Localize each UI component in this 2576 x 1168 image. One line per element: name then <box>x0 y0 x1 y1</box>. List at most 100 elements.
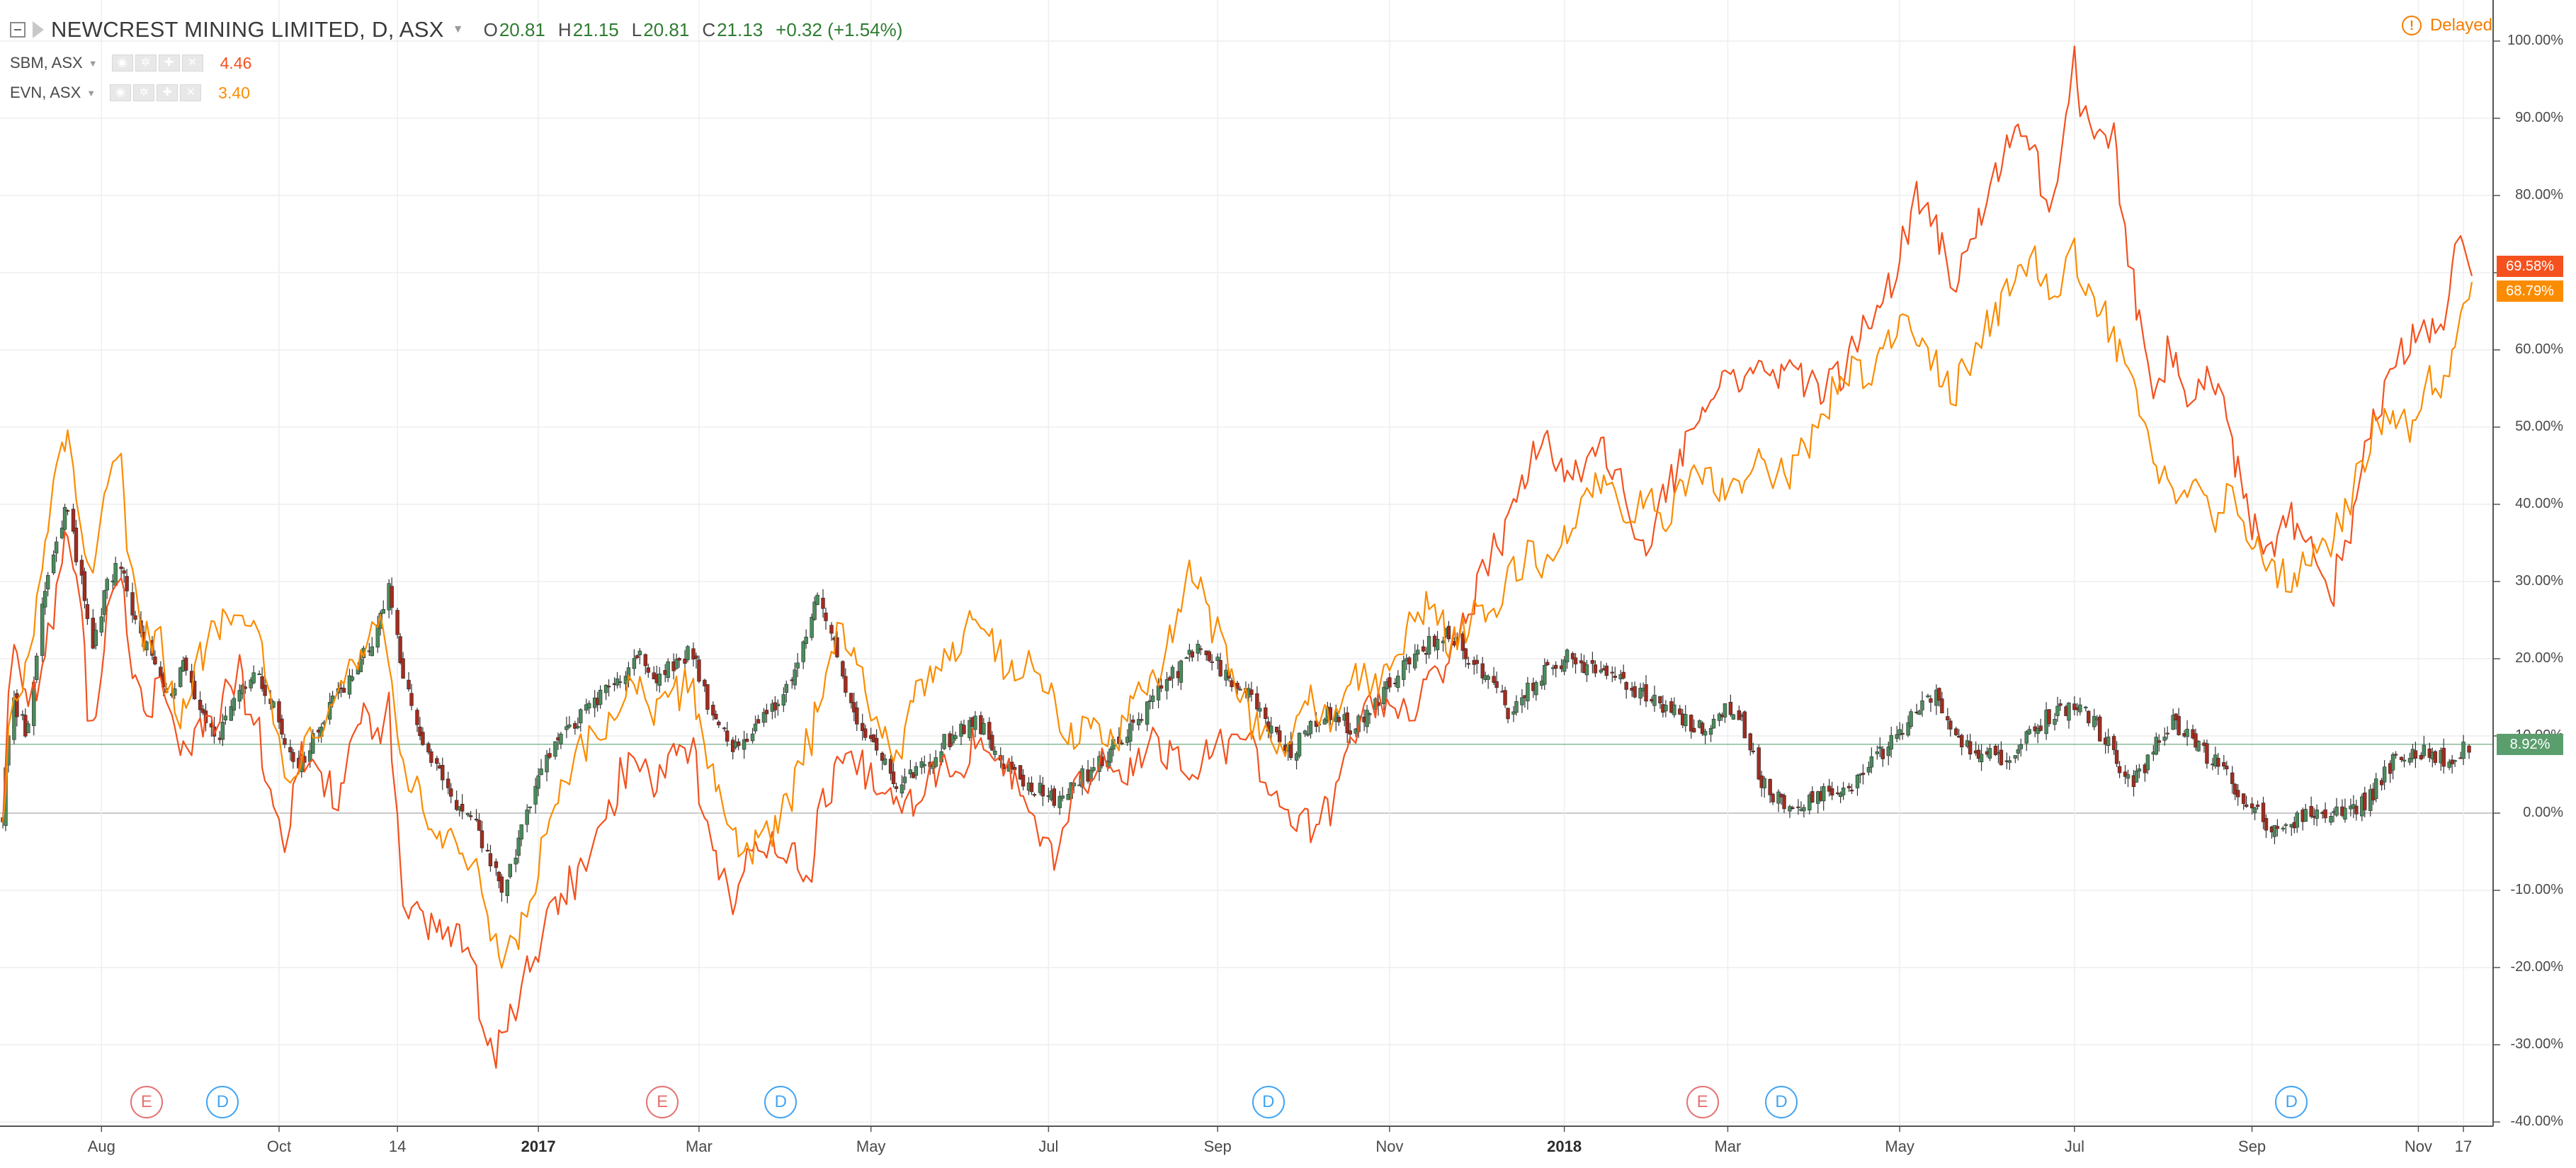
candle-body <box>1249 689 1254 695</box>
y-tick-label: 40.00% <box>2515 496 2563 511</box>
compare-symbol-sbm[interactable]: SBM, ASX <box>10 54 83 72</box>
candle-body <box>1230 680 1234 687</box>
chevron-down-icon[interactable]: ▼ <box>88 57 98 69</box>
candle <box>764 703 769 723</box>
candle-body <box>2106 737 2111 747</box>
candle-body <box>1159 685 1164 689</box>
eye-icon[interactable]: ◉ <box>110 84 132 101</box>
compare-symbol-evn[interactable]: EVN, ASX <box>10 84 81 101</box>
dividend-marker[interactable]: D <box>764 1086 798 1118</box>
candle-body <box>618 681 623 684</box>
candle-body <box>1534 682 1538 696</box>
candle-body <box>922 764 926 766</box>
legend-main-row[interactable]: NEWCREST MINING LIMITED, D, ASX ▼ O20.81… <box>10 11 902 48</box>
candle-body <box>42 591 47 608</box>
close-icon[interactable]: ✕ <box>180 84 202 101</box>
earnings-marker[interactable]: E <box>1686 1086 1719 1118</box>
delayed-indicator[interactable]: ! Delayed <box>2401 16 2492 35</box>
legend-compare-sbm[interactable]: SBM, ASX ▼ ◉ ✲ ✚ ✕ 4.46 <box>10 48 902 78</box>
close-icon[interactable]: ✕ <box>181 55 203 72</box>
candle <box>2407 752 2412 766</box>
candle <box>683 650 687 670</box>
candle-body <box>657 673 662 686</box>
candle <box>54 536 59 562</box>
candle <box>2255 800 2260 810</box>
candle-body <box>761 712 766 723</box>
candle-body <box>122 570 126 574</box>
candle-body <box>1897 729 1902 736</box>
candle <box>249 676 253 692</box>
plus-icon[interactable]: ✚ <box>158 55 180 72</box>
candle-body <box>528 806 532 808</box>
y-tick-label: 90.00% <box>2515 110 2563 125</box>
dividend-marker[interactable]: D <box>206 1086 239 1118</box>
candle <box>460 794 465 820</box>
plus-icon[interactable]: ✚ <box>157 84 178 101</box>
candle <box>1849 783 1854 795</box>
candle-body <box>812 601 817 620</box>
candle-body <box>756 719 761 724</box>
candle-body <box>1137 719 1141 725</box>
candle <box>1506 708 1510 724</box>
candle <box>1689 714 1693 739</box>
candle-body <box>2249 803 2254 809</box>
candle <box>263 676 267 705</box>
flag-icon[interactable] <box>33 21 44 38</box>
candle <box>1584 659 1589 682</box>
candle <box>635 654 640 659</box>
legend-compare-evn[interactable]: EVN, ASX ▼ ◉ ✲ ✚ ✕ 3.40 <box>10 78 902 108</box>
candle-body <box>1184 657 1189 659</box>
candle <box>257 670 261 676</box>
candle <box>2295 810 2299 833</box>
candle-body <box>1396 675 1400 688</box>
candle-body <box>1968 741 1973 755</box>
gear-icon[interactable]: ✲ <box>135 55 157 72</box>
candle-body <box>198 700 203 710</box>
x-tick-label: 2018 <box>1547 1138 1582 1155</box>
gear-icon[interactable]: ✲ <box>133 84 155 101</box>
candle <box>1388 672 1392 693</box>
candle <box>1305 725 1310 737</box>
candle-body <box>1207 651 1211 662</box>
chevron-down-icon[interactable]: ▼ <box>452 23 464 35</box>
candle <box>990 731 994 752</box>
candle-body <box>257 673 261 676</box>
candle <box>1514 695 1519 716</box>
candle-body <box>576 726 580 728</box>
dividend-marker[interactable]: D <box>2275 1086 2308 1118</box>
candle-body <box>1841 787 1846 795</box>
dividend-marker[interactable]: D <box>1252 1086 1285 1118</box>
candle-body <box>1987 748 1992 759</box>
candle <box>119 562 123 579</box>
candle <box>564 716 569 739</box>
candle <box>1684 705 1688 732</box>
candle-body <box>1979 754 1984 763</box>
candle <box>1822 783 1826 811</box>
candle-body <box>2072 703 2077 710</box>
earnings-marker[interactable]: E <box>130 1086 163 1118</box>
candle-body <box>1751 750 1755 752</box>
candle-body <box>497 871 501 882</box>
candle-body <box>2264 818 2269 831</box>
candle <box>454 790 459 812</box>
candle <box>2393 751 2398 759</box>
candle <box>849 693 853 709</box>
candle <box>415 708 419 732</box>
candle <box>2249 797 2254 815</box>
chevron-down-icon[interactable]: ▼ <box>86 87 96 98</box>
dividend-marker[interactable]: D <box>1765 1086 1798 1118</box>
symbol-title[interactable]: NEWCREST MINING LIMITED, D, ASX <box>51 17 444 42</box>
earnings-marker[interactable]: E <box>646 1086 679 1118</box>
candle-body <box>2236 790 2240 798</box>
collapse-icon[interactable] <box>10 22 25 38</box>
candle-body <box>2252 807 2257 813</box>
candle-body <box>1466 663 1471 665</box>
candle <box>1480 657 1485 684</box>
eye-icon[interactable]: ◉ <box>111 55 133 72</box>
candle-body <box>691 648 696 659</box>
candle <box>753 715 758 735</box>
candle-body <box>468 815 473 817</box>
x-tick-label: 14 <box>388 1138 407 1155</box>
candle <box>525 804 529 833</box>
